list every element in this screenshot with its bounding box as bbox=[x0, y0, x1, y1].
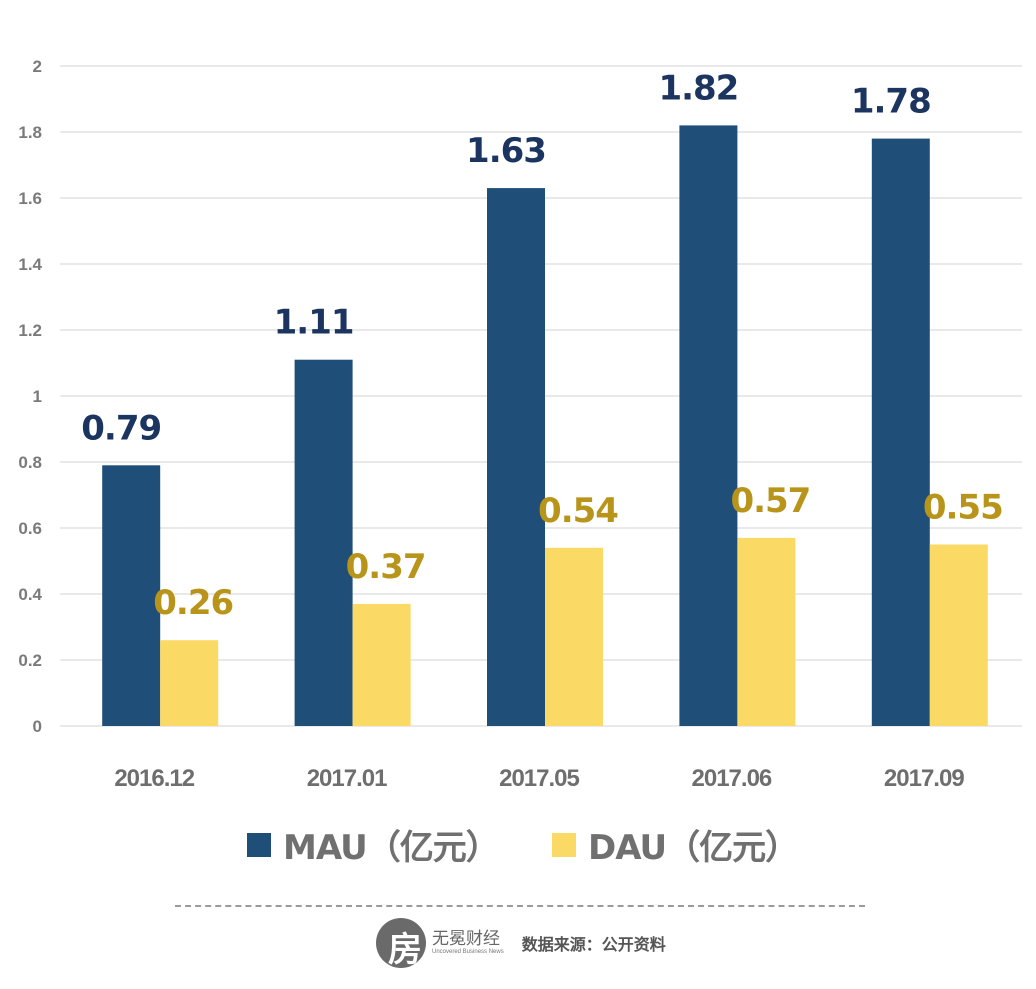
y-tick-label: 1.8 bbox=[18, 123, 42, 142]
legend-label-mau: MAU（亿元） bbox=[283, 828, 500, 868]
legend-swatch-dau bbox=[552, 832, 576, 857]
bar-mau bbox=[487, 188, 545, 727]
bar-dau bbox=[737, 537, 796, 726]
bar-dau bbox=[160, 640, 219, 726]
data-label-mau: 1.63 bbox=[466, 131, 546, 171]
bar-chart: 00.20.40.60.811.21.41.61.82 0.790.261.11… bbox=[18, 57, 1022, 792]
y-tick-label: 2 bbox=[33, 57, 42, 76]
data-label-mau: 0.79 bbox=[81, 408, 161, 448]
y-tick-label: 0.2 bbox=[18, 651, 42, 670]
brand-name-en: Uncovered Business News bbox=[432, 949, 504, 955]
x-tick-label: 2016.12 bbox=[114, 765, 194, 792]
y-tick-label: 1.6 bbox=[18, 189, 42, 208]
data-label-dau: 0.37 bbox=[346, 547, 426, 587]
y-tick-label: 0 bbox=[33, 717, 42, 736]
logo-glyph: 房 bbox=[388, 930, 422, 968]
bar-dau bbox=[352, 603, 411, 726]
y-tick-label: 0.6 bbox=[18, 519, 42, 538]
footer: 房 无冕财经 Uncovered Business News 数据来源：公开资料 bbox=[376, 918, 666, 968]
y-tick-label: 1.2 bbox=[18, 321, 42, 340]
legend-item-dau: DAU（亿元） bbox=[552, 820, 799, 869]
x-axis-ticks: 2016.12 2017.01 2017.05 2017.06 2017.09 bbox=[114, 765, 965, 792]
bars bbox=[102, 125, 988, 727]
brand-name-cn: 无冕财经 bbox=[432, 929, 500, 949]
y-tick-label: 0.4 bbox=[18, 585, 42, 604]
y-tick-label: 1.4 bbox=[18, 255, 42, 274]
legend-swatch-mau bbox=[247, 832, 271, 857]
bar-mau bbox=[102, 465, 161, 726]
data-label-dau: 0.57 bbox=[730, 481, 810, 521]
data-label-mau: 1.82 bbox=[658, 68, 738, 108]
x-tick-label: 2017.01 bbox=[307, 765, 387, 792]
x-tick-label: 2017.09 bbox=[884, 765, 964, 792]
dashed-separator bbox=[175, 905, 865, 907]
x-tick-label: 2017.05 bbox=[499, 765, 579, 792]
legend-label-dau: DAU（亿元） bbox=[588, 828, 799, 868]
data-label-mau: 1.78 bbox=[851, 82, 931, 122]
bar-mau bbox=[871, 138, 930, 727]
bar-mau bbox=[294, 359, 353, 726]
y-tick-label: 0.8 bbox=[18, 453, 42, 472]
bar-mau bbox=[679, 125, 738, 726]
data-label-mau: 1.11 bbox=[274, 303, 354, 343]
legend: MAU（亿元） DAU（亿元） bbox=[0, 820, 1036, 870]
legend-item-mau: MAU（亿元） bbox=[247, 820, 500, 869]
data-label-dau: 0.55 bbox=[923, 488, 1003, 528]
x-tick-label: 2017.06 bbox=[692, 765, 772, 792]
bar-dau bbox=[929, 544, 988, 726]
data-label-dau: 0.54 bbox=[538, 491, 618, 531]
brand-logo-icon: 房 bbox=[376, 918, 426, 968]
bar-dau bbox=[545, 547, 603, 726]
y-axis-ticks: 0 0.2 0.4 0.6 0.8 1 1.2 1.4 1.6 1.8 2 bbox=[18, 57, 42, 736]
data-label-dau: 0.26 bbox=[153, 583, 233, 623]
brand: 无冕财经 Uncovered Business News bbox=[432, 930, 504, 956]
data-labels: 0.79 0.26 1.11 0.37 1.63 0.54 1.82 0.57 1.78 0.55 bbox=[81, 68, 1003, 623]
y-tick-label: 1 bbox=[33, 387, 42, 406]
data-source: 数据来源：公开资料 bbox=[521, 935, 666, 954]
